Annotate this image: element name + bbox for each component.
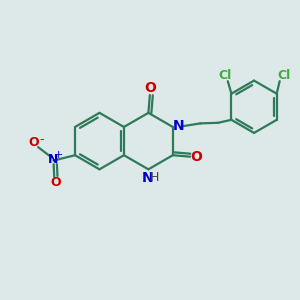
Text: Cl: Cl (278, 69, 291, 82)
Text: -: - (40, 133, 44, 146)
Text: O: O (145, 82, 156, 95)
Text: N: N (47, 154, 58, 166)
Text: O: O (191, 150, 203, 164)
Text: Cl: Cl (218, 69, 232, 82)
Text: N: N (173, 119, 184, 133)
Text: H: H (150, 171, 159, 184)
Text: O: O (29, 136, 39, 149)
Text: O: O (51, 176, 61, 189)
Text: N: N (142, 171, 154, 184)
Text: +: + (53, 151, 63, 160)
